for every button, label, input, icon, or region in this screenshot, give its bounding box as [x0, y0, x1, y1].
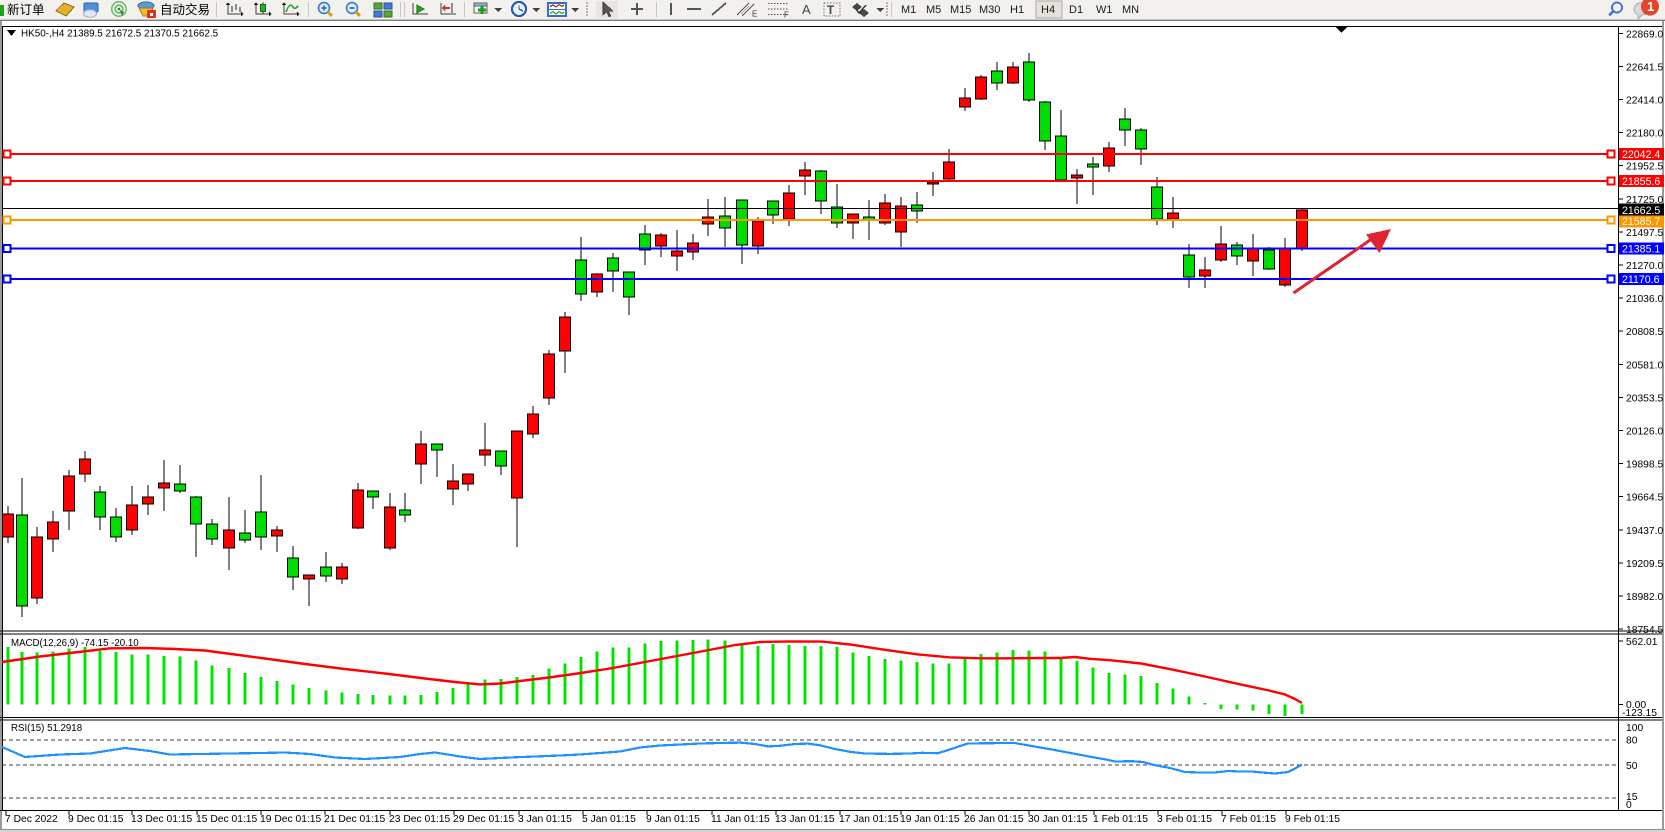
svg-text:0.00: 0.00 [1626, 700, 1646, 711]
svg-text:9 Dec 01:15: 9 Dec 01:15 [68, 814, 124, 825]
svg-text:A: A [802, 2, 811, 17]
svg-text:50: 50 [1626, 761, 1638, 772]
svg-text:F: F [784, 11, 789, 20]
svg-text:0: 0 [1626, 800, 1632, 811]
svg-text:21725.0: 21725.0 [1626, 195, 1663, 206]
svg-text:自动交易: 自动交易 [160, 2, 210, 17]
svg-text:22180.0: 22180.0 [1626, 129, 1663, 140]
svg-text:80: 80 [1626, 736, 1638, 747]
svg-text:M1: M1 [901, 4, 916, 16]
svg-text:9 Feb 01:15: 9 Feb 01:15 [1285, 814, 1340, 825]
svg-text:M30: M30 [979, 4, 1000, 16]
svg-text:1: 1 [1647, 0, 1654, 14]
svg-text:21036.0: 21036.0 [1626, 294, 1663, 305]
svg-text:20581.0: 20581.0 [1626, 360, 1663, 371]
svg-text:13 Jan 01:15: 13 Jan 01:15 [775, 814, 835, 825]
svg-text:5 Jan 01:15: 5 Jan 01:15 [582, 814, 636, 825]
svg-text:RSI(15) 51.2918: RSI(15) 51.2918 [11, 723, 82, 734]
svg-text:20353.5: 20353.5 [1626, 393, 1663, 404]
svg-text:3 Feb 01:15: 3 Feb 01:15 [1157, 814, 1212, 825]
svg-text:W1: W1 [1096, 4, 1113, 16]
svg-text:D1: D1 [1069, 4, 1083, 16]
svg-text:21385.1: 21385.1 [1622, 244, 1660, 256]
svg-text:21662.5: 21662.5 [1622, 205, 1660, 217]
svg-text:7 Feb 01:15: 7 Feb 01:15 [1221, 814, 1276, 825]
svg-text:21 Dec 01:15: 21 Dec 01:15 [324, 814, 386, 825]
svg-text:M5: M5 [926, 4, 941, 16]
svg-text:19 Dec 01:15: 19 Dec 01:15 [260, 814, 322, 825]
svg-text:26 Jan 01:15: 26 Jan 01:15 [964, 814, 1024, 825]
svg-text:29 Dec 01:15: 29 Dec 01:15 [453, 814, 515, 825]
svg-text:19 Jan 01:15: 19 Jan 01:15 [900, 814, 960, 825]
svg-text:22042.4: 22042.4 [1622, 149, 1660, 161]
svg-text:HK50-,H4 21389.5 21672.5 2137: HK50-,H4 21389.5 21672.5 21370.5 21662.5 [21, 29, 219, 40]
svg-text:15 Dec 01:15: 15 Dec 01:15 [196, 814, 258, 825]
svg-text:T: T [827, 5, 834, 17]
svg-text:7 Dec 2022: 7 Dec 2022 [5, 814, 58, 825]
svg-text:100: 100 [1626, 723, 1643, 734]
svg-text:21855.6: 21855.6 [1622, 176, 1660, 188]
svg-text:15: 15 [1626, 792, 1638, 803]
svg-text:-123.15: -123.15 [1622, 708, 1657, 719]
svg-text:H1: H1 [1010, 4, 1024, 16]
svg-text:30 Jan 01:15: 30 Jan 01:15 [1028, 814, 1088, 825]
svg-text:18982.0: 18982.0 [1626, 592, 1663, 603]
svg-text:20808.5: 20808.5 [1626, 327, 1663, 338]
svg-text:21585.7: 21585.7 [1622, 216, 1660, 228]
svg-text:21497.5: 21497.5 [1626, 228, 1663, 239]
svg-text:22414.0: 22414.0 [1626, 96, 1663, 107]
svg-text:19898.5: 19898.5 [1626, 460, 1663, 471]
svg-text:22641.5: 22641.5 [1626, 62, 1663, 73]
svg-text:21170.6: 21170.6 [1622, 274, 1660, 286]
svg-text:21270.0: 21270.0 [1626, 261, 1663, 272]
svg-text:13 Dec 01:15: 13 Dec 01:15 [131, 814, 193, 825]
svg-text:562.01: 562.01 [1626, 637, 1658, 648]
svg-text:MN: MN [1122, 4, 1139, 16]
svg-text:19437.0: 19437.0 [1626, 526, 1663, 537]
svg-text:1 Feb 01:15: 1 Feb 01:15 [1093, 814, 1148, 825]
svg-text:MACD(12,26,9) -74.15 -20.10: MACD(12,26,9) -74.15 -20.10 [11, 638, 139, 649]
svg-text:11 Jan 01:15: 11 Jan 01:15 [711, 814, 770, 825]
svg-text:20126.0: 20126.0 [1626, 427, 1663, 438]
svg-text:M15: M15 [950, 4, 971, 16]
svg-text:新订单: 新订单 [7, 2, 45, 17]
svg-text:19209.5: 19209.5 [1626, 559, 1663, 570]
svg-text:19664.5: 19664.5 [1626, 493, 1663, 504]
svg-text:17 Jan 01:15: 17 Jan 01:15 [839, 814, 899, 825]
svg-text:9 Jan 01:15: 9 Jan 01:15 [646, 814, 700, 825]
svg-text:3 Jan 01:15: 3 Jan 01:15 [518, 814, 572, 825]
svg-text:H4: H4 [1041, 4, 1055, 16]
svg-text:E: E [752, 10, 757, 19]
svg-text:23 Dec 01:15: 23 Dec 01:15 [389, 814, 451, 825]
svg-text:18754.5: 18754.5 [1626, 625, 1663, 636]
svg-text:21952.5: 21952.5 [1626, 162, 1663, 173]
svg-text:22869.0: 22869.0 [1626, 29, 1663, 40]
